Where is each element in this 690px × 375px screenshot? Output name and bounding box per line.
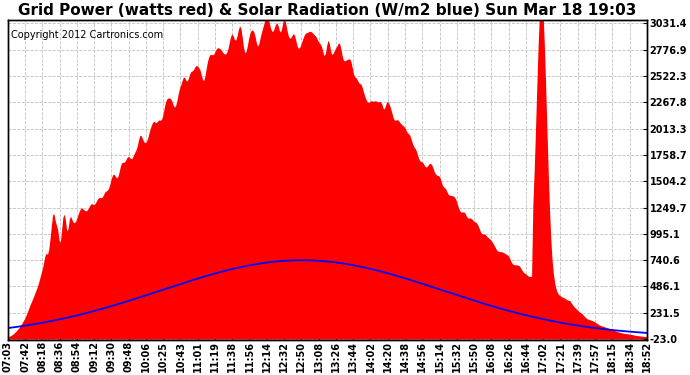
Title: Grid Power (watts red) & Solar Radiation (W/m2 blue) Sun Mar 18 19:03: Grid Power (watts red) & Solar Radiation…	[18, 3, 636, 18]
Text: Copyright 2012 Cartronics.com: Copyright 2012 Cartronics.com	[11, 30, 163, 40]
